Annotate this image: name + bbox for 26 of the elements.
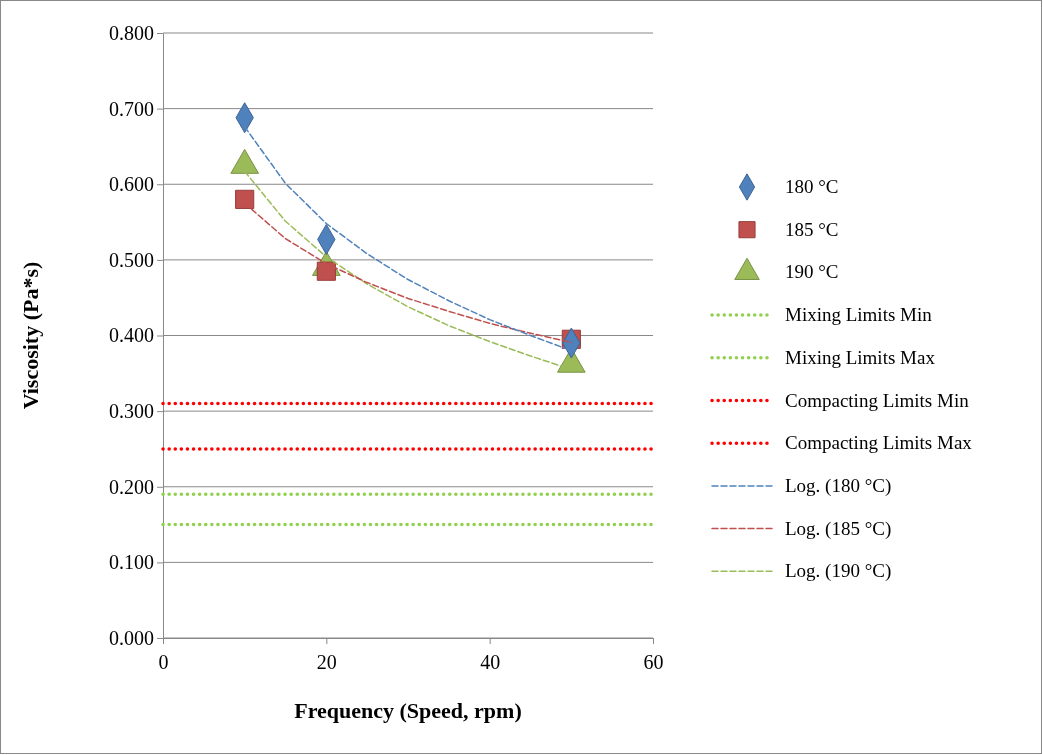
y-tick-label: 0.800	[109, 21, 154, 44]
y-tick-label: 0.100	[109, 551, 154, 574]
x-tick-label: 40	[480, 651, 501, 673]
y-tick-label: 0.500	[109, 248, 154, 271]
point	[235, 189, 255, 209]
x-tick-label: 20	[316, 651, 337, 673]
y-tick-label: 0.300	[109, 400, 154, 423]
legend-label: 190 °C	[785, 261, 839, 283]
legend-label: Log. (185 °C)	[785, 517, 892, 540]
x-tick-label: 0	[158, 651, 169, 673]
y-tick-label: 0.400	[109, 324, 154, 347]
legend-label: Mixing Limits Min	[785, 304, 933, 326]
legend-label: Compacting Limits Min	[785, 389, 970, 411]
y-tick-label: 0.600	[109, 173, 154, 196]
legend-label: Mixing Limits Max	[785, 346, 936, 368]
legend-label: 180 °C	[785, 176, 839, 197]
y-tick-label: 0.000	[109, 626, 154, 649]
legend-label: 185 °C	[785, 218, 839, 240]
y-tick-label: 0.700	[109, 97, 154, 120]
x-axis-title: Frequency (Speed, rpm)	[294, 698, 522, 723]
legend-label: Log. (190 °C)	[785, 560, 892, 583]
x-tick-label: 60	[643, 651, 664, 673]
y-axis-title: Viscosity (Pa*s)	[18, 261, 43, 410]
legend-label: Compacting Limits Max	[785, 432, 973, 454]
y-tick-label: 0.200	[109, 475, 154, 498]
legend-label: Log. (180 °C)	[785, 474, 892, 497]
